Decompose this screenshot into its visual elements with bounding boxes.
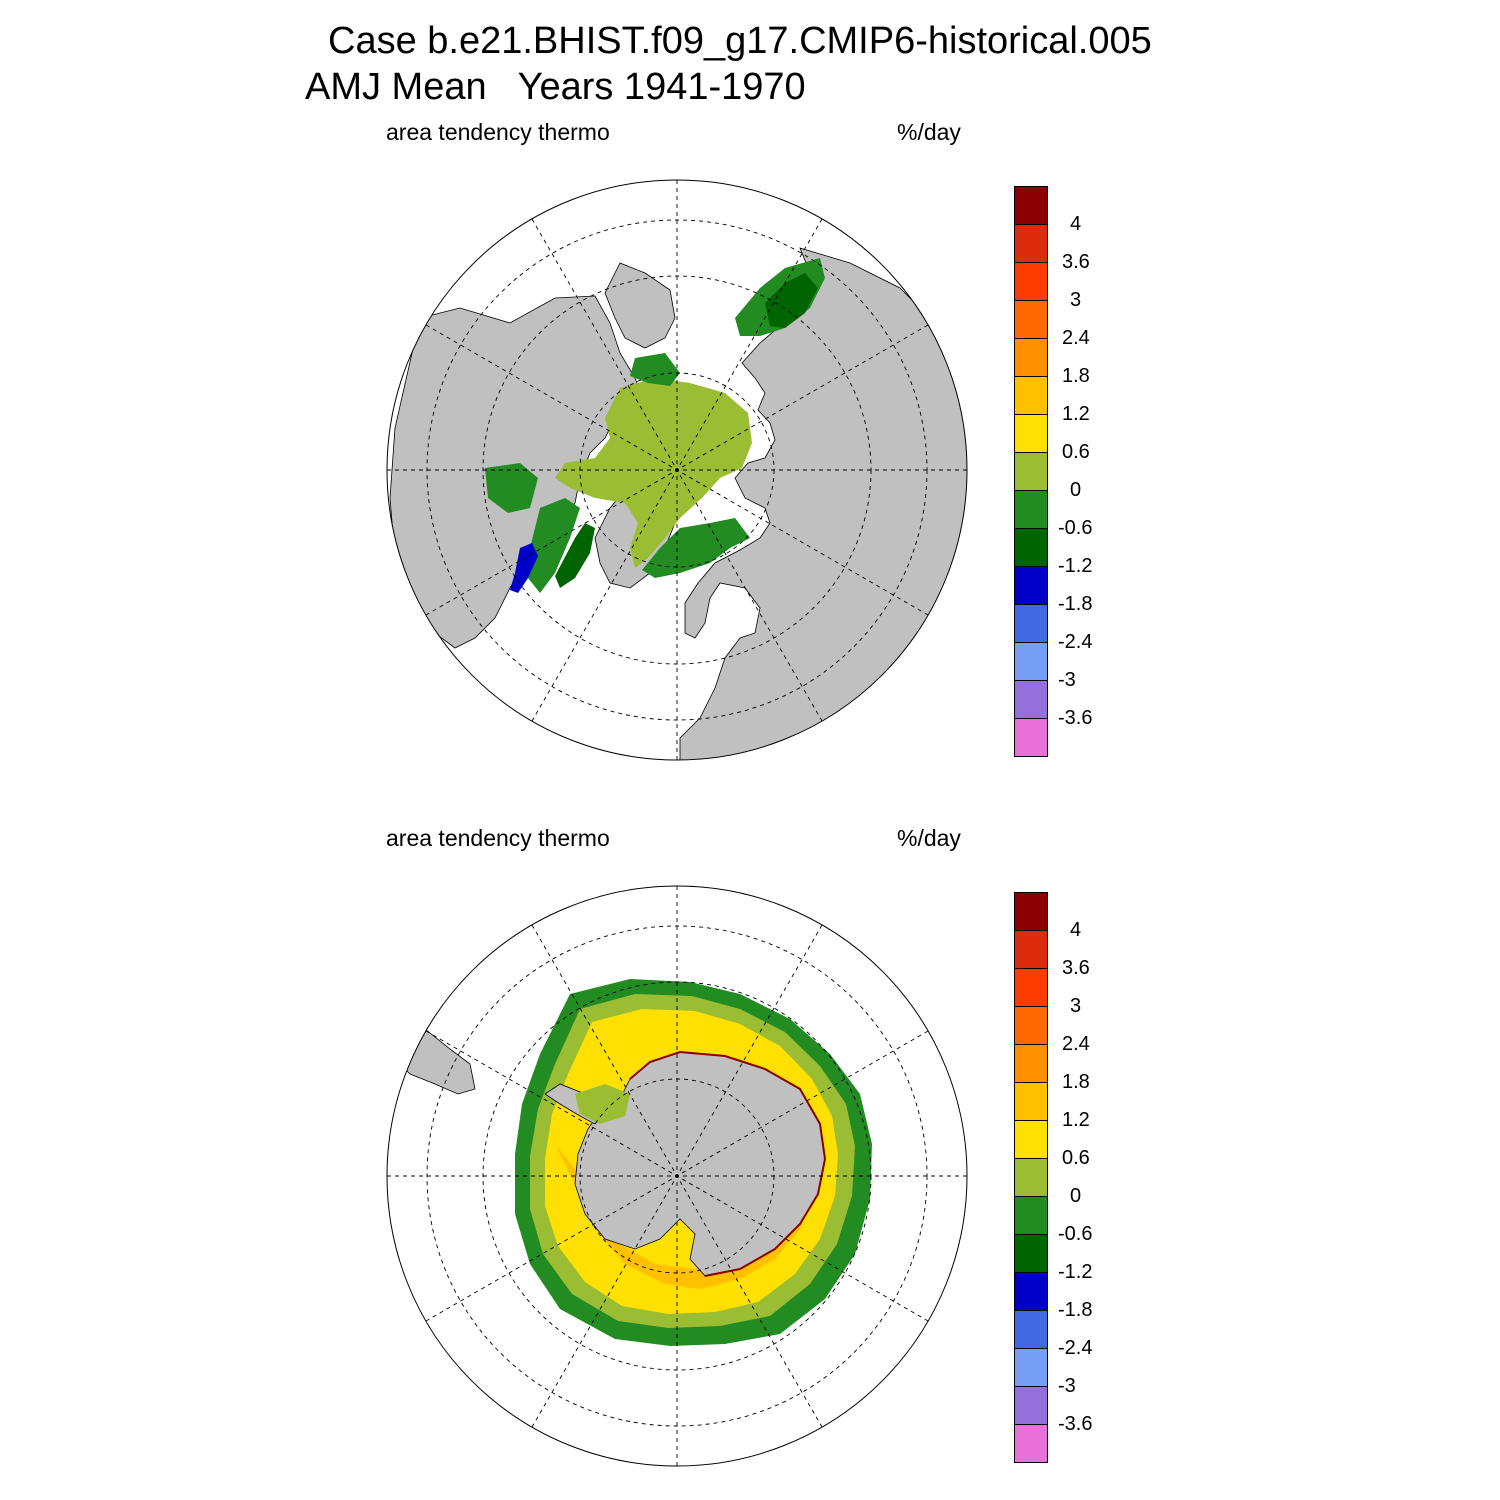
colorbar-tick-label: 0 — [1070, 479, 1082, 501]
south-polar-map — [386, 885, 968, 1467]
colorbar — [1014, 892, 1048, 1463]
colorbar-cell — [1014, 566, 1048, 605]
colorbar-cell — [1014, 528, 1048, 567]
map-boundary — [386, 179, 968, 761]
colorbar-cell — [1014, 930, 1048, 969]
colorbar-tick-label: -3 — [1058, 669, 1076, 691]
colorbar-tick-label: 1.8 — [1062, 365, 1090, 387]
colorbar-tick-label: -0.6 — [1058, 517, 1093, 539]
variable-label: area tendency thermo — [386, 119, 610, 145]
colorbar-cell — [1014, 892, 1048, 931]
colorbar-cell — [1014, 1386, 1048, 1425]
colorbar-cell — [1014, 1234, 1048, 1273]
colorbar-tick-label: 4 — [1070, 919, 1082, 941]
colorbar-tick-label: -3 — [1058, 1375, 1076, 1397]
colorbar-tick-label: -3.6 — [1058, 1413, 1093, 1435]
okhotsk-field — [765, 273, 818, 328]
colorbar-tick-label: -1.2 — [1058, 1261, 1093, 1283]
ice-shelf-edge — [629, 1050, 827, 1277]
colorbar-cell — [1014, 1348, 1048, 1387]
colorbar-tick-label: 3 — [1070, 289, 1082, 311]
colorbar-cell — [1014, 300, 1048, 339]
baffin-field — [528, 498, 580, 593]
map-boundary — [386, 885, 968, 1467]
colorbar-tick-label: -2.4 — [1058, 1337, 1093, 1359]
barents-margin-field — [642, 518, 750, 578]
colorbar-cell — [1014, 718, 1048, 757]
colorbar-cell — [1014, 1424, 1048, 1463]
colorbar-tick-label: 3 — [1070, 995, 1082, 1017]
colorbar-tick-label: 2.4 — [1062, 1033, 1090, 1055]
colorbar-cell — [1014, 642, 1048, 681]
colorbar-cell — [1014, 1082, 1048, 1121]
graticule — [387, 886, 967, 1466]
colorbar-tick-label: 0 — [1070, 1185, 1082, 1207]
colorbar — [1014, 186, 1048, 757]
colorbar-tick-label: 0.6 — [1062, 1147, 1090, 1169]
colorbar-tick-label: -1.8 — [1058, 593, 1093, 615]
colorbar-tick-label: 2.4 — [1062, 327, 1090, 349]
colorbar-cell — [1014, 376, 1048, 415]
weddell-field — [575, 1084, 630, 1124]
panel-north: area tendency thermo %/day — [0, 0, 1500, 761]
units-label: %/day — [897, 119, 961, 145]
colorbar-cell — [1014, 1272, 1048, 1311]
arctic-central-field — [555, 378, 752, 568]
colorbar-cell — [1014, 1044, 1048, 1083]
colorbar-tick-label: -2.4 — [1058, 631, 1093, 653]
colorbar-cell — [1014, 604, 1048, 643]
hudson-bay-field — [485, 463, 538, 513]
colorbar-tick-label: -1.8 — [1058, 1299, 1093, 1321]
colorbar-tick-label: 1.8 — [1062, 1071, 1090, 1093]
north-polar-map — [386, 179, 968, 761]
colorbar-tick-label: 4 — [1070, 213, 1082, 235]
colorbar-cell — [1014, 224, 1048, 263]
colorbar-tick-label: 3.6 — [1062, 957, 1090, 979]
colorbar-cell — [1014, 338, 1048, 377]
colorbar-cell — [1014, 490, 1048, 529]
arctic-margin-field — [630, 353, 680, 386]
labrador-field — [555, 523, 595, 588]
panel-south: area tendency thermo %/day — [0, 706, 1500, 1467]
colorbar-cell — [1014, 1196, 1048, 1235]
variable-label: area tendency thermo — [386, 825, 610, 851]
colorbar-tick-label: -3.6 — [1058, 707, 1093, 729]
colorbar-cell — [1014, 1158, 1048, 1197]
colorbar-cell — [1014, 1310, 1048, 1349]
colorbar-cell — [1014, 186, 1048, 225]
colorbar-cell — [1014, 968, 1048, 1007]
colorbar-tick-label: -0.6 — [1058, 1223, 1093, 1245]
colorbar-tick-label: 0.6 — [1062, 441, 1090, 463]
colorbar-tick-label: 1.2 — [1062, 403, 1090, 425]
colorbar-cell — [1014, 1120, 1048, 1159]
colorbar-cell — [1014, 414, 1048, 453]
colorbar-tick-label: 1.2 — [1062, 1109, 1090, 1131]
plot-title-period: AMJ Mean Years 1941-1970 — [305, 66, 806, 108]
units-label: %/day — [897, 825, 961, 851]
graticule — [387, 180, 967, 760]
colorbar-tick-label: -1.2 — [1058, 555, 1093, 577]
colorbar-cell — [1014, 262, 1048, 301]
colorbar-tick-label: 3.6 — [1062, 251, 1090, 273]
plot-title-case: Case b.e21.BHIST.f09_g17.CMIP6-historica… — [328, 20, 1152, 62]
colorbar-cell — [1014, 452, 1048, 491]
colorbar-cell — [1014, 1006, 1048, 1045]
